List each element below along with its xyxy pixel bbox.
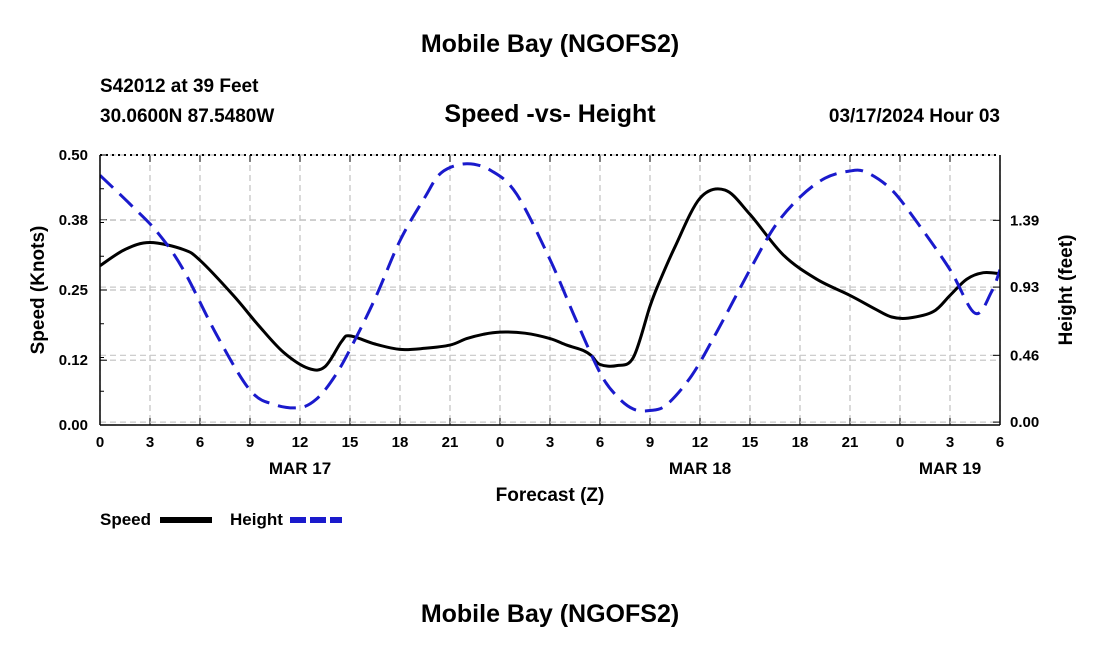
x-tick-label: 3 — [546, 434, 554, 451]
legend-speed-label: Speed — [100, 510, 151, 529]
y-tick-label: 0.50 — [59, 147, 88, 164]
x-tick-label: 15 — [742, 434, 759, 451]
chart-title: Mobile Bay (NGOFS2) — [420, 30, 680, 58]
x-tick-label: 0 — [96, 434, 104, 451]
x-axis-label: Forecast (Z) — [496, 485, 605, 506]
footer-title: Mobile Bay (NGOFS2) — [420, 600, 680, 628]
x-tick-label: 6 — [196, 434, 204, 451]
series-line-speed — [100, 187, 1000, 372]
date-label: MAR 19 — [919, 459, 981, 478]
chart-subtitle: Speed -vs- Height — [444, 100, 656, 128]
y2-tick-label: 0.00 — [1010, 414, 1039, 431]
y2-tick-label: 1.39 — [1010, 212, 1039, 229]
x-tick-label: 21 — [442, 434, 459, 451]
y-tick-label: 0.00 — [59, 417, 88, 434]
x-tick-label: 0 — [496, 434, 504, 451]
date-label: MAR 17 — [269, 459, 331, 478]
x-tick-label: 6 — [996, 434, 1004, 451]
x-tick-label: 18 — [792, 434, 809, 451]
forecast-datetime: 03/17/2024 Hour 03 — [828, 106, 1000, 127]
legend-height-label: Height — [230, 510, 283, 529]
y-tick-label: 0.25 — [59, 282, 88, 299]
x-tick-label: 15 — [342, 434, 359, 451]
x-tick-label: 3 — [146, 434, 154, 451]
series-line-height — [100, 162, 1000, 413]
y-tick-label: 0.38 — [59, 212, 88, 229]
y-tick-label: 0.12 — [59, 352, 88, 369]
y-axis-label: Speed (Knots) — [28, 226, 49, 355]
x-tick-label: 9 — [646, 434, 654, 451]
y2-tick-label: 0.46 — [1010, 347, 1039, 364]
x-tick-label: 21 — [842, 434, 859, 451]
station-label: S42012 at 39 Feet — [100, 76, 259, 97]
x-tick-label: 12 — [292, 434, 309, 451]
x-tick-label: 9 — [246, 434, 254, 451]
x-tick-label: 12 — [692, 434, 709, 451]
y2-axis-label: Height (feet) — [1056, 235, 1077, 346]
y2-tick-label: 0.93 — [1010, 279, 1039, 296]
x-tick-label: 0 — [896, 434, 904, 451]
date-label: MAR 18 — [669, 459, 731, 478]
x-tick-label: 6 — [596, 434, 604, 451]
coordinates-label: 30.0600N 87.5480W — [100, 106, 275, 127]
x-tick-label: 3 — [946, 434, 954, 451]
x-tick-label: 18 — [392, 434, 409, 451]
